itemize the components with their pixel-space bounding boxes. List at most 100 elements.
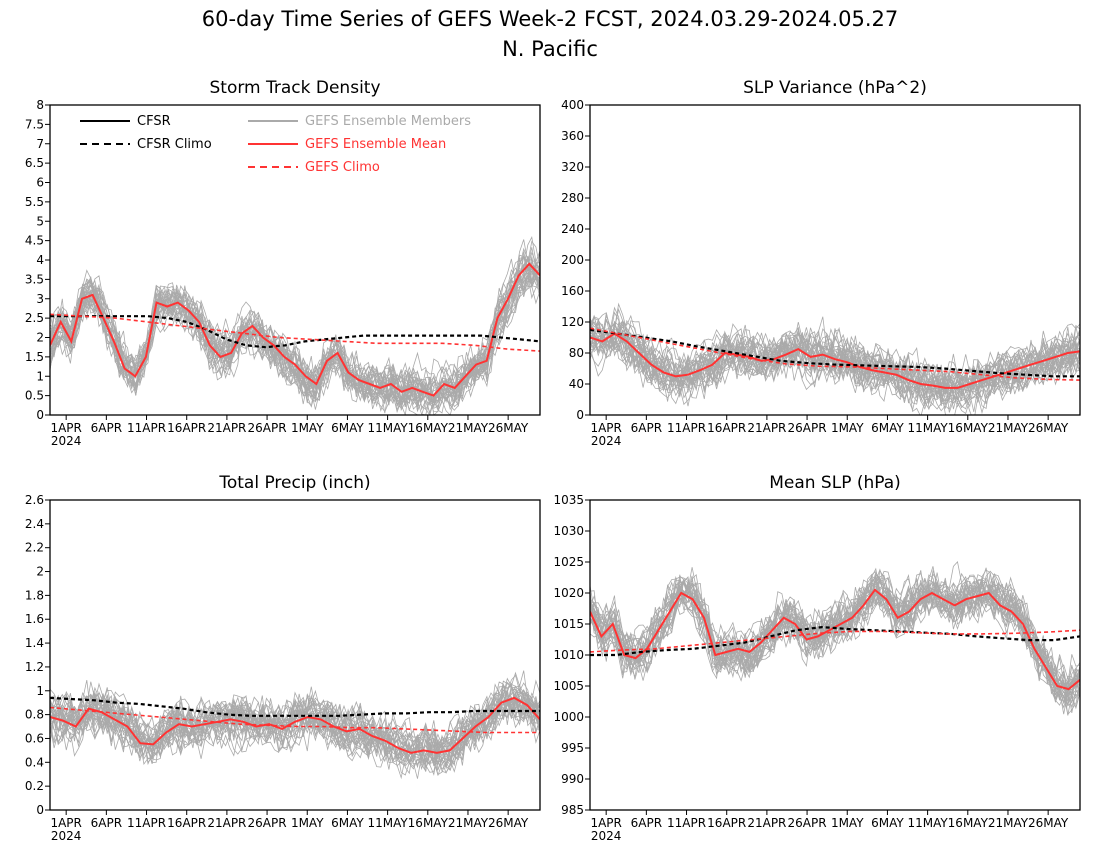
ensemble-member-line	[50, 269, 540, 408]
y-tick-label: 1.5	[25, 350, 44, 364]
x-tick-label: 6MAY	[331, 816, 364, 830]
ensemble-member-line	[590, 326, 1080, 397]
x-tick-label: 26APR	[788, 816, 827, 830]
cfsr-climo-line	[590, 328, 1080, 378]
y-tick-label: 1030	[553, 524, 584, 538]
ensemble-member-line	[50, 285, 540, 415]
x-tick-label: 11APR	[667, 816, 706, 830]
y-tick-label: 0.8	[25, 708, 44, 722]
x-tick-label: 16MAY	[408, 816, 449, 830]
x-tick-label: 6APR	[631, 816, 662, 830]
plot-area	[590, 560, 1080, 716]
y-tick-label: 2.5	[25, 311, 44, 325]
y-tick-label: 1020	[553, 586, 584, 600]
ensemble-member-line	[50, 271, 540, 412]
ensemble-member-line	[590, 570, 1080, 708]
y-tick-label: 0	[36, 803, 44, 817]
x-tick-label: 16MAY	[408, 421, 449, 435]
ensemble-member-line	[590, 316, 1080, 403]
y-tick-label: 6	[36, 176, 44, 190]
legend-gefs-members-label: GEFS Ensemble Members	[305, 114, 471, 129]
y-tick-label: 1.4	[25, 636, 44, 650]
x-tick-label: 16APR	[167, 816, 206, 830]
gefs-climo-line	[590, 629, 1080, 653]
plot-area	[50, 670, 540, 780]
x-tick-label: 1MAY	[291, 421, 324, 435]
x-tick-label: 21APR	[207, 816, 246, 830]
gefs-climo-line	[50, 313, 540, 352]
ensemble-member-line	[590, 570, 1080, 709]
x-tick-label: 6MAY	[871, 421, 904, 435]
panel-mean-slp: Mean SLP (hPa) 985 990 995 1000 1005 1010 1015 1…	[553, 473, 1081, 843]
ensemble-member-line	[50, 264, 540, 408]
x-tick-label: 6APR	[91, 421, 122, 435]
ensemble-member-line	[50, 680, 540, 771]
x-tick-label: 26APR	[788, 421, 827, 435]
x-tick-label: 26APR	[248, 421, 287, 435]
ensemble-member-line	[50, 683, 540, 765]
x-tick-label: 26MAY	[1028, 421, 1069, 435]
y-tick-label: 1010	[553, 648, 584, 662]
x-tick-label: 16APR	[707, 816, 746, 830]
x-tick-label: 16APR	[167, 421, 206, 435]
gefs-climo-line	[50, 706, 540, 734]
panel-storm-track-density: Storm Track Density 0 0.5 1 1.5 2 2.5 3 3.5 4 4.5 5…	[25, 78, 541, 448]
ensemble-member-line	[590, 307, 1080, 415]
gefs-climo-line	[590, 327, 1080, 381]
cfsr-climo-line	[590, 625, 1080, 657]
y-tick-label: 200	[561, 253, 584, 267]
y-tick-label: 3.5	[25, 272, 44, 286]
ensemble-member-line	[50, 692, 540, 767]
y-tick-label: 280	[561, 191, 584, 205]
panel-title: Total Precip (inch)	[218, 473, 370, 493]
y-tick-label: 0.5	[25, 389, 44, 403]
y-tick-label: 0.2	[25, 779, 44, 793]
y-tick-label: 8	[36, 98, 44, 112]
ensemble-member-line	[50, 689, 540, 766]
y-tick-label: 160	[561, 284, 584, 298]
x-tick-label: 26APR	[248, 816, 287, 830]
x-tick-label: 26MAY	[488, 421, 529, 435]
y-tick-label: 6.5	[25, 156, 44, 170]
x-tick-label: 11MAY	[907, 816, 948, 830]
ensemble-member-line	[590, 319, 1080, 404]
panel-title: Storm Track Density	[209, 78, 380, 98]
x-tick-label: 26MAY	[1028, 816, 1069, 830]
x-tick-label: 11MAY	[907, 421, 948, 435]
y-tick-label: 1.6	[25, 612, 44, 626]
plot-area	[50, 235, 540, 415]
y-tick-label: 1005	[553, 679, 584, 693]
panel-title: Mean SLP (hPa)	[769, 473, 901, 493]
x-tick-label: 11MAY	[367, 421, 408, 435]
ensemble-member-line	[590, 319, 1080, 406]
x-tick-label: 21APR	[207, 421, 246, 435]
x-tick-label: 21APR	[747, 816, 786, 830]
y-tick-label: 1000	[553, 710, 584, 724]
y-tick-label: 2.2	[25, 541, 44, 555]
plot-frame	[589, 499, 1081, 811]
x-year-label: 2024	[591, 434, 622, 448]
x-tick-label: 16APR	[707, 421, 746, 435]
y-tick-label: 0	[36, 408, 44, 422]
x-year-label: 2024	[591, 829, 622, 843]
plot-area	[590, 302, 1080, 415]
x-tick-label: 16MAY	[948, 421, 989, 435]
ensemble-member-line	[590, 324, 1080, 403]
ensemble-member-line	[50, 256, 540, 407]
y-tick-label: 3	[36, 292, 44, 306]
y-tick-label: 995	[561, 741, 584, 755]
x-tick-label: 1APR	[590, 816, 621, 830]
y-tick-label: 1	[36, 369, 44, 383]
y-tick-label: 4.5	[25, 234, 44, 248]
x-tick-label: 6APR	[91, 816, 122, 830]
y-tick-label: 0.6	[25, 731, 44, 745]
ensemble-member-line	[590, 311, 1080, 397]
y-tick-label: 2	[36, 331, 44, 345]
ensemble-member-line	[590, 573, 1080, 706]
y-tick-label: 990	[561, 772, 584, 786]
panel-slp-variance: SLP Variance (hPa^2) 0 40 80 120 160 200 240 280…	[561, 78, 1081, 448]
x-tick-label: 1APR	[50, 816, 81, 830]
plot-frame	[49, 499, 541, 811]
x-year-label: 2024	[51, 434, 82, 448]
